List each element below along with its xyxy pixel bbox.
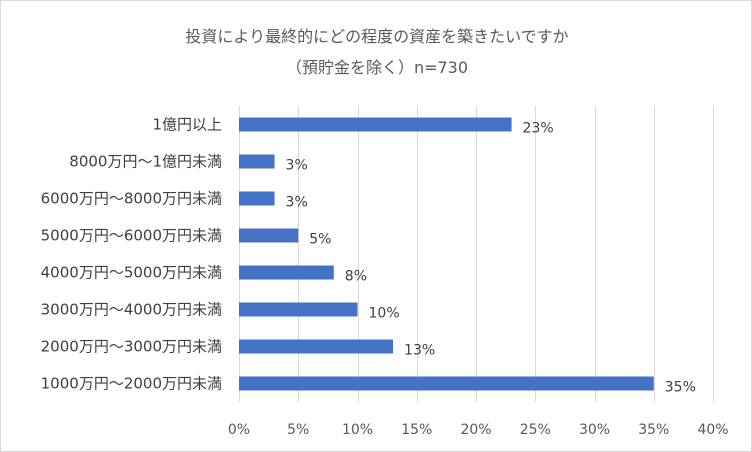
chart-subtitle: （預貯金を除く）n=730: [285, 58, 469, 77]
data-label: 5%: [309, 232, 331, 248]
bar: [239, 302, 358, 317]
bar: [239, 117, 512, 132]
category-label: 1億円以上: [152, 116, 222, 134]
x-tick-label: 25%: [520, 422, 551, 438]
data-label: 23%: [523, 121, 554, 137]
x-tick-label: 10%: [342, 422, 373, 438]
bar: [239, 154, 275, 169]
x-tick-label: 0%: [228, 422, 250, 438]
category-label: 3000万円～4000万円未満: [41, 301, 222, 319]
x-tick-label: 20%: [460, 422, 491, 438]
category-label: 4000万円～5000万円未満: [41, 264, 222, 282]
data-label: 3%: [286, 158, 308, 174]
category-label: 8000万円～1億円未満: [69, 153, 222, 171]
bar: [239, 376, 654, 391]
bar: [239, 265, 334, 280]
data-label: 10%: [369, 306, 400, 322]
bar: [239, 228, 299, 243]
data-label: 35%: [665, 380, 696, 396]
category-label: 2000万円～3000万円未満: [41, 338, 222, 356]
x-tick-label: 40%: [697, 422, 728, 438]
x-tick-label: 30%: [579, 422, 610, 438]
category-label: 5000万円～6000万円未満: [41, 227, 222, 245]
category-label: 6000万円～8000万円未満: [41, 190, 222, 208]
data-label: 8%: [345, 269, 367, 285]
bar: [239, 191, 275, 206]
bar: [239, 339, 394, 354]
data-label: 13%: [404, 343, 435, 359]
data-label: 3%: [286, 195, 308, 211]
x-tick-label: 35%: [638, 422, 669, 438]
category-label: 1000万円～2000万円未満: [41, 375, 222, 393]
x-tick-label: 5%: [287, 422, 309, 438]
x-tick-label: 15%: [401, 422, 432, 438]
chart-title: 投資により最終的にどの程度の資産を築きたいですか: [185, 27, 569, 46]
